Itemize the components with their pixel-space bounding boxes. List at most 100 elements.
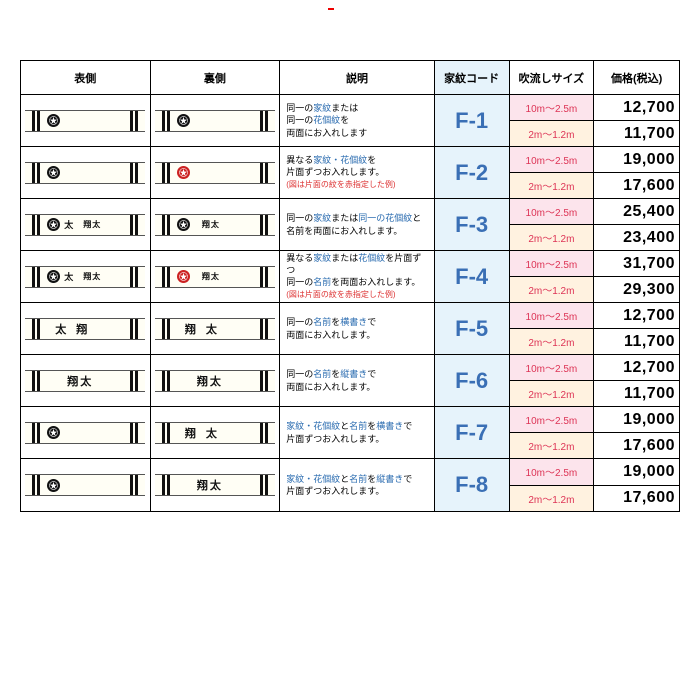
price-cell: 19,00017,600	[594, 459, 679, 511]
code-cell: F-6	[435, 355, 510, 406]
fukinagashi-banner	[25, 474, 145, 496]
front-banner-cell	[21, 95, 151, 146]
size-large: 10m～2.5m	[510, 407, 594, 433]
fukinagashi-banner: 太翔太	[25, 214, 145, 236]
description-cell: 家紋・花個紋と名前を横書きで片面ずつお入れします。	[280, 407, 435, 458]
fukinagashi-banner: 翔太	[155, 266, 275, 288]
back-banner-cell: 翔太	[151, 303, 281, 354]
back-banner-cell: 翔太	[151, 407, 281, 458]
table-row: 翔太翔太同一の名前を縦書きで両面にお入れします。F-610m～2.5m2m～1.…	[21, 355, 679, 407]
price-large: 12,700	[594, 95, 679, 121]
fukinagashi-banner: 太翔	[25, 318, 145, 340]
front-banner-cell	[21, 459, 151, 511]
size-large: 10m～2.5m	[510, 95, 594, 121]
decor-mark	[328, 8, 334, 10]
fukinagashi-banner: 翔太	[155, 214, 275, 236]
code-cell: F-4	[435, 251, 510, 302]
size-large: 10m～2.5m	[510, 199, 594, 225]
price-cell: 25,40023,400	[594, 199, 679, 250]
table-header-row: 表側 裏側 説明 家紋コード 吹流しサイズ 価格(税込)	[21, 61, 679, 95]
back-banner-cell	[151, 95, 281, 146]
code-cell: F-5	[435, 303, 510, 354]
front-banner-cell	[21, 407, 151, 458]
price-large: 12,700	[594, 303, 679, 329]
fukinagashi-banner	[25, 162, 145, 184]
fukinagashi-banner	[155, 162, 275, 184]
size-small: 2m～1.2m	[510, 381, 594, 406]
price-large: 25,400	[594, 199, 679, 225]
size-small: 2m～1.2m	[510, 433, 594, 458]
price-large: 19,000	[594, 459, 679, 486]
front-banner-cell: 太翔太	[21, 199, 151, 250]
fukinagashi-banner: 翔太	[25, 370, 145, 392]
code-cell: F-7	[435, 407, 510, 458]
code-cell: F-1	[435, 95, 510, 146]
front-banner-cell	[21, 147, 151, 198]
back-banner-cell: 翔太	[151, 459, 281, 511]
size-cell: 10m～2.5m2m～1.2m	[510, 147, 595, 198]
price-large: 12,700	[594, 355, 679, 381]
price-small: 17,600	[594, 486, 679, 512]
table-row: 異なる家紋・花個紋を片面ずつお入れします。(図は片面の紋を赤指定した例)F-21…	[21, 147, 679, 199]
back-banner-cell: 翔太	[151, 251, 281, 302]
front-banner-cell: 太翔	[21, 303, 151, 354]
code-cell: F-2	[435, 147, 510, 198]
front-banner-cell: 太翔太	[21, 251, 151, 302]
price-small: 11,700	[594, 381, 679, 406]
hdr-front: 表側	[21, 61, 151, 95]
table-row: 太翔太翔太同一の家紋または同一の花個紋と名前を両面にお入れします。F-310m～…	[21, 199, 679, 251]
hdr-desc: 説明	[280, 61, 435, 95]
description-cell: 同一の家紋または同一の花個紋と名前を両面にお入れします。	[280, 199, 435, 250]
table-row: 太翔翔太同一の名前を横書きで両面にお入れします。F-510m～2.5m2m～1.…	[21, 303, 679, 355]
price-small: 23,400	[594, 225, 679, 250]
size-small: 2m～1.2m	[510, 225, 594, 250]
size-small: 2m～1.2m	[510, 173, 594, 198]
fukinagashi-banner: 翔太	[155, 474, 275, 496]
size-cell: 10m～2.5m2m～1.2m	[510, 199, 595, 250]
price-small: 11,700	[594, 121, 679, 146]
front-banner-cell: 翔太	[21, 355, 151, 406]
table-body: 同一の家紋または同一の花個紋を両面にお入れしますF-110m～2.5m2m～1.…	[21, 95, 679, 511]
description-cell: 異なる家紋・花個紋を片面ずつお入れします。(図は片面の紋を赤指定した例)	[280, 147, 435, 198]
fukinagashi-banner: 翔太	[155, 318, 275, 340]
size-cell: 10m～2.5m2m～1.2m	[510, 95, 595, 146]
fukinagashi-banner	[155, 110, 275, 132]
description-cell: 同一の家紋または同一の花個紋を両面にお入れします	[280, 95, 435, 146]
price-small: 17,600	[594, 173, 679, 198]
size-large: 10m～2.5m	[510, 251, 594, 277]
size-large: 10m～2.5m	[510, 355, 594, 381]
hdr-price: 価格(税込)	[594, 61, 679, 95]
hdr-back: 裏側	[151, 61, 281, 95]
size-small: 2m～1.2m	[510, 277, 594, 302]
size-cell: 10m～2.5m2m～1.2m	[510, 355, 595, 406]
table-row: 翔太家紋・花個紋と名前を横書きで片面ずつお入れします。F-710m～2.5m2m…	[21, 407, 679, 459]
price-cell: 19,00017,600	[594, 147, 679, 198]
size-small: 2m～1.2m	[510, 121, 594, 146]
price-large: 31,700	[594, 251, 679, 277]
size-large: 10m～2.5m	[510, 303, 594, 329]
size-cell: 10m～2.5m2m～1.2m	[510, 459, 595, 511]
price-small: 29,300	[594, 277, 679, 302]
fukinagashi-banner	[25, 110, 145, 132]
back-banner-cell: 翔太	[151, 355, 281, 406]
size-large: 10m～2.5m	[510, 459, 594, 486]
description-cell: 同一の名前を横書きで両面にお入れします。	[280, 303, 435, 354]
size-small: 2m～1.2m	[510, 329, 594, 354]
price-large: 19,000	[594, 147, 679, 173]
fukinagashi-banner	[25, 422, 145, 444]
description-cell: 家紋・花個紋と名前を縦書きで片面ずつお入れします。	[280, 459, 435, 511]
code-cell: F-8	[435, 459, 510, 511]
hdr-size: 吹流しサイズ	[510, 61, 595, 95]
price-cell: 12,70011,700	[594, 95, 679, 146]
table-row: 太翔太翔太異なる家紋または花個紋を片面ずつ同一の名前を両面お入れします。(図は片…	[21, 251, 679, 303]
price-cell: 12,70011,700	[594, 355, 679, 406]
description-cell: 同一の名前を縦書きで両面にお入れします。	[280, 355, 435, 406]
price-cell: 19,00017,600	[594, 407, 679, 458]
back-banner-cell	[151, 147, 281, 198]
price-small: 11,700	[594, 329, 679, 354]
table-row: 翔太家紋・花個紋と名前を縦書きで片面ずつお入れします。F-810m～2.5m2m…	[21, 459, 679, 511]
code-cell: F-3	[435, 199, 510, 250]
back-banner-cell: 翔太	[151, 199, 281, 250]
table-row: 同一の家紋または同一の花個紋を両面にお入れしますF-110m～2.5m2m～1.…	[21, 95, 679, 147]
size-cell: 10m～2.5m2m～1.2m	[510, 407, 595, 458]
